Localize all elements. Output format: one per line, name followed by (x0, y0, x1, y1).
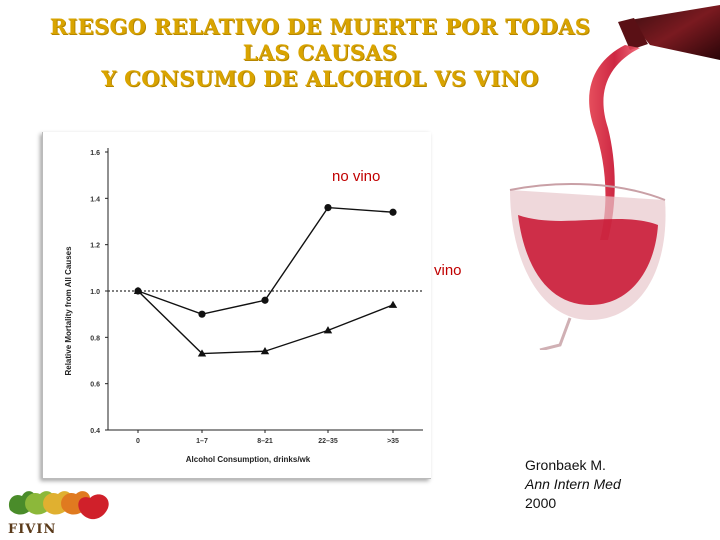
slide-title: RIESGO RELATIVO DE MUERTE POR TODAS LAS … (10, 14, 630, 92)
y-tick-label: 1.0 (90, 289, 100, 296)
x-tick-label: 1–7 (196, 438, 208, 445)
x-tick-label: 0 (136, 438, 140, 445)
citation-journal: Ann Intern Med (525, 476, 621, 492)
x-tick-label: 22–35 (318, 438, 338, 445)
y-tick-label: 0.8 (90, 335, 100, 342)
label-vino: vino (434, 262, 462, 279)
fivin-logo-icon (8, 491, 109, 520)
chart-canvas: 0.4 0.6 0.8 1.0 1.2 1.4 1.6 0 1–7 8–21 22–35 >35 Alc… (64, 148, 423, 464)
citation: Gronbaek M. Ann Intern Med 2000 (525, 456, 621, 513)
x-axis-label: Alcohol Consumption, drinks/wk (186, 455, 311, 464)
label-no-vino: no vino (332, 168, 381, 185)
y-axis-label: Relative Mortality from All Causes (64, 246, 73, 376)
data-point-1 (133, 286, 143, 294)
title-line-1: RIESGO RELATIVO DE MUERTE POR TODAS (49, 14, 591, 39)
x-tick-label: 8–21 (257, 438, 273, 445)
mortality-chart: 0.4 0.6 0.8 1.0 1.2 1.4 1.6 0 1–7 8–21 22–35 >35 Alc… (42, 132, 431, 479)
y-tick-label: 1.4 (90, 196, 100, 203)
data-point-1 (388, 300, 398, 308)
wine-pour-illustration (509, 5, 720, 350)
data-point-0 (324, 204, 332, 212)
data-point-1 (323, 326, 333, 334)
y-tick-label: 0.6 (90, 382, 100, 389)
data-point-1 (197, 349, 207, 357)
data-point-0 (389, 208, 397, 216)
data-point-1 (260, 347, 270, 355)
title-line-3: Y CONSUMO DE ALCOHOL VS VINO (101, 66, 539, 91)
x-tick-label: >35 (387, 438, 399, 445)
logo-text: FIVIN (8, 522, 57, 537)
data-point-0 (198, 310, 206, 318)
y-tick-label: 1.6 (90, 150, 100, 157)
y-tick-label: 0.4 (90, 428, 100, 435)
data-point-0 (261, 296, 269, 304)
title-line-2: LAS CAUSAS (242, 40, 398, 65)
citation-author: Gronbaek M. (525, 457, 606, 473)
citation-year: 2000 (525, 495, 557, 511)
y-tick-label: 1.2 (90, 243, 100, 250)
